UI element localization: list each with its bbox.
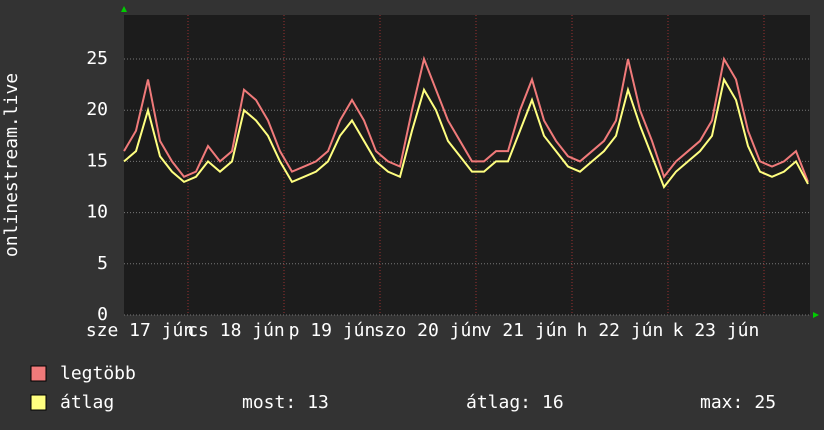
summary-stat: max: 25 bbox=[700, 392, 776, 413]
y-tick-label: 5 bbox=[97, 253, 108, 274]
y-tick-label: 15 bbox=[86, 150, 108, 171]
x-tick-label: sze 17 jún bbox=[86, 320, 194, 341]
summary-label: most: bbox=[242, 392, 296, 413]
summary-label: átlag: bbox=[466, 392, 531, 413]
summary-stat: átlag: 16 bbox=[466, 392, 564, 413]
y-axis-label: onlinestream.live bbox=[1, 73, 22, 257]
series-line bbox=[123, 55, 809, 183]
summary-label: max: bbox=[700, 392, 743, 413]
y-tick-label: 10 bbox=[86, 202, 108, 223]
legend-label: átlag bbox=[60, 392, 114, 413]
x-tick-label: cs 18 jún bbox=[187, 320, 285, 341]
x-tick-label: h 22 jún bbox=[577, 320, 664, 341]
summary-value: 16 bbox=[542, 392, 564, 413]
series-line bbox=[123, 76, 809, 190]
x-tick-label: szo 20 jún bbox=[374, 320, 482, 341]
x-tick-label: k 23 jún bbox=[673, 320, 760, 341]
axis-arrow bbox=[121, 6, 127, 12]
summary-stat: most: 13 bbox=[242, 392, 329, 413]
x-tick-label: v 21 jún bbox=[481, 320, 568, 341]
y-tick-label: 0 bbox=[97, 304, 108, 325]
legend-swatch bbox=[30, 394, 47, 411]
y-tick-label: 25 bbox=[86, 48, 108, 69]
axis-arrow bbox=[813, 312, 819, 318]
y-tick-label: 20 bbox=[86, 99, 108, 120]
legend-label: legtöbb bbox=[60, 363, 136, 384]
summary-value: 13 bbox=[307, 392, 329, 413]
x-tick-label: p 19 jún bbox=[289, 320, 376, 341]
legend-swatch bbox=[30, 365, 47, 382]
summary-value: 25 bbox=[754, 392, 776, 413]
